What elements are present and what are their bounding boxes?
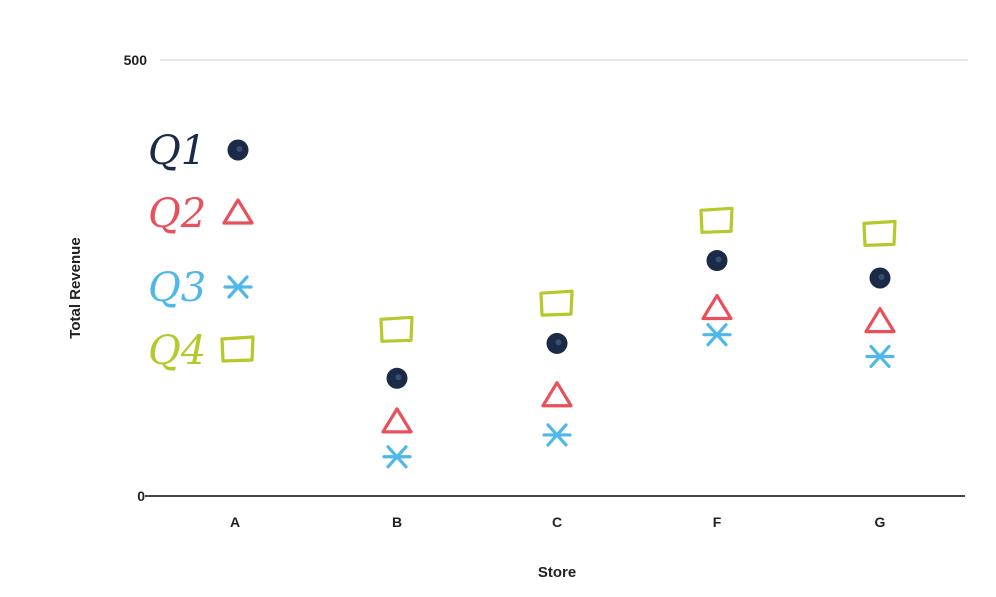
legend-label-q2: Q2 (148, 191, 206, 237)
y-tick-label-min: 0 (137, 488, 145, 504)
y-tick-label-max: 500 (124, 52, 148, 68)
point-q2-f (701, 293, 733, 321)
point-q3-c (542, 423, 572, 447)
x-tick-label-f: F (713, 514, 722, 530)
point-q4-g (862, 219, 897, 247)
legend: Q1 Q2 Q3 Q4 (148, 128, 255, 374)
x-tick-label-b: B (392, 514, 402, 530)
legend-label-q4: Q4 (148, 328, 206, 374)
x-axis-title: Store (538, 564, 576, 581)
legend-marker-q4 (220, 335, 255, 363)
point-q4-c (539, 289, 574, 317)
point-q2-c (541, 381, 573, 408)
point-q1-f (706, 250, 728, 272)
point-q4-b (379, 315, 414, 343)
point-q3-b (382, 445, 412, 469)
point-q1-g (869, 267, 891, 289)
point-q1-b (386, 367, 408, 389)
point-q2-g (864, 307, 896, 334)
point-q3-f (702, 323, 732, 347)
x-tick-label-c: C (552, 514, 562, 530)
x-tick-label-g: G (875, 514, 886, 530)
legend-marker-q2 (222, 198, 254, 225)
point-q1-c (546, 332, 568, 354)
x-tick-label-a: A (230, 514, 240, 530)
legend-marker-q1 (227, 139, 249, 161)
point-q3-g (865, 344, 895, 369)
data-points (379, 206, 897, 469)
legend-label-q3: Q3 (148, 265, 206, 311)
y-axis-title: Total Revenue (67, 237, 84, 338)
point-q2-b (381, 407, 413, 434)
legend-marker-q3 (223, 275, 253, 299)
legend-label-q1: Q1 (148, 128, 206, 174)
point-q4-f (699, 206, 734, 234)
